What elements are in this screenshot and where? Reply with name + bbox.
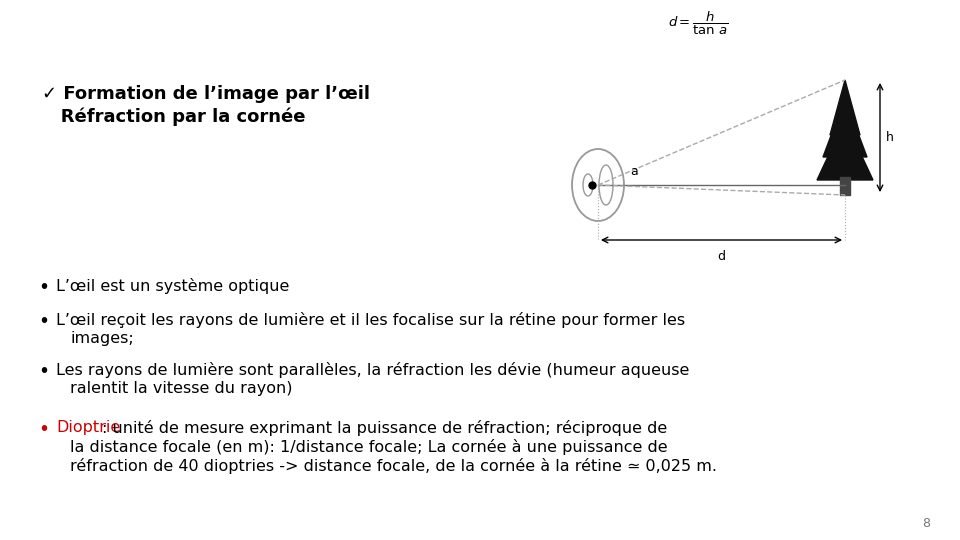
- Polygon shape: [817, 120, 873, 180]
- Text: Réfraction par la cornée: Réfraction par la cornée: [42, 107, 305, 125]
- Text: réfraction de 40 dioptries -> distance focale, de la cornée à la rétine ≃ 0,025 : réfraction de 40 dioptries -> distance f…: [70, 458, 717, 474]
- Text: d: d: [717, 250, 726, 263]
- Polygon shape: [823, 98, 867, 157]
- Text: la distance focale (en m): 1/distance focale; La cornée à une puissance de: la distance focale (en m): 1/distance fo…: [70, 439, 667, 455]
- Text: a: a: [630, 165, 637, 178]
- Text: Dioptrie: Dioptrie: [56, 420, 120, 435]
- Text: h: h: [886, 131, 894, 144]
- Text: : unité de mesure exprimant la puissance de réfraction; réciproque de: : unité de mesure exprimant la puissance…: [102, 420, 667, 436]
- Text: L’œil est un système optique: L’œil est un système optique: [56, 278, 289, 294]
- Text: 8: 8: [922, 517, 930, 530]
- Polygon shape: [830, 80, 860, 135]
- Text: images;: images;: [70, 331, 133, 346]
- Text: $d = \dfrac{h}{\tan\,a}$: $d = \dfrac{h}{\tan\,a}$: [668, 10, 729, 37]
- Text: ralentit la vitesse du rayon): ralentit la vitesse du rayon): [70, 381, 293, 396]
- Text: •: •: [38, 362, 49, 381]
- Text: •: •: [38, 420, 49, 439]
- Text: •: •: [38, 312, 49, 331]
- Polygon shape: [840, 177, 850, 195]
- Text: ✓ Formation de l’image par l’œil: ✓ Formation de l’image par l’œil: [42, 85, 370, 103]
- Text: L’œil reçoit les rayons de lumière et il les focalise sur la rétine pour former : L’œil reçoit les rayons de lumière et il…: [56, 312, 685, 328]
- Text: •: •: [38, 278, 49, 297]
- Text: Les rayons de lumière sont parallèles, la réfraction les dévie (humeur aqueuse: Les rayons de lumière sont parallèles, l…: [56, 362, 689, 378]
